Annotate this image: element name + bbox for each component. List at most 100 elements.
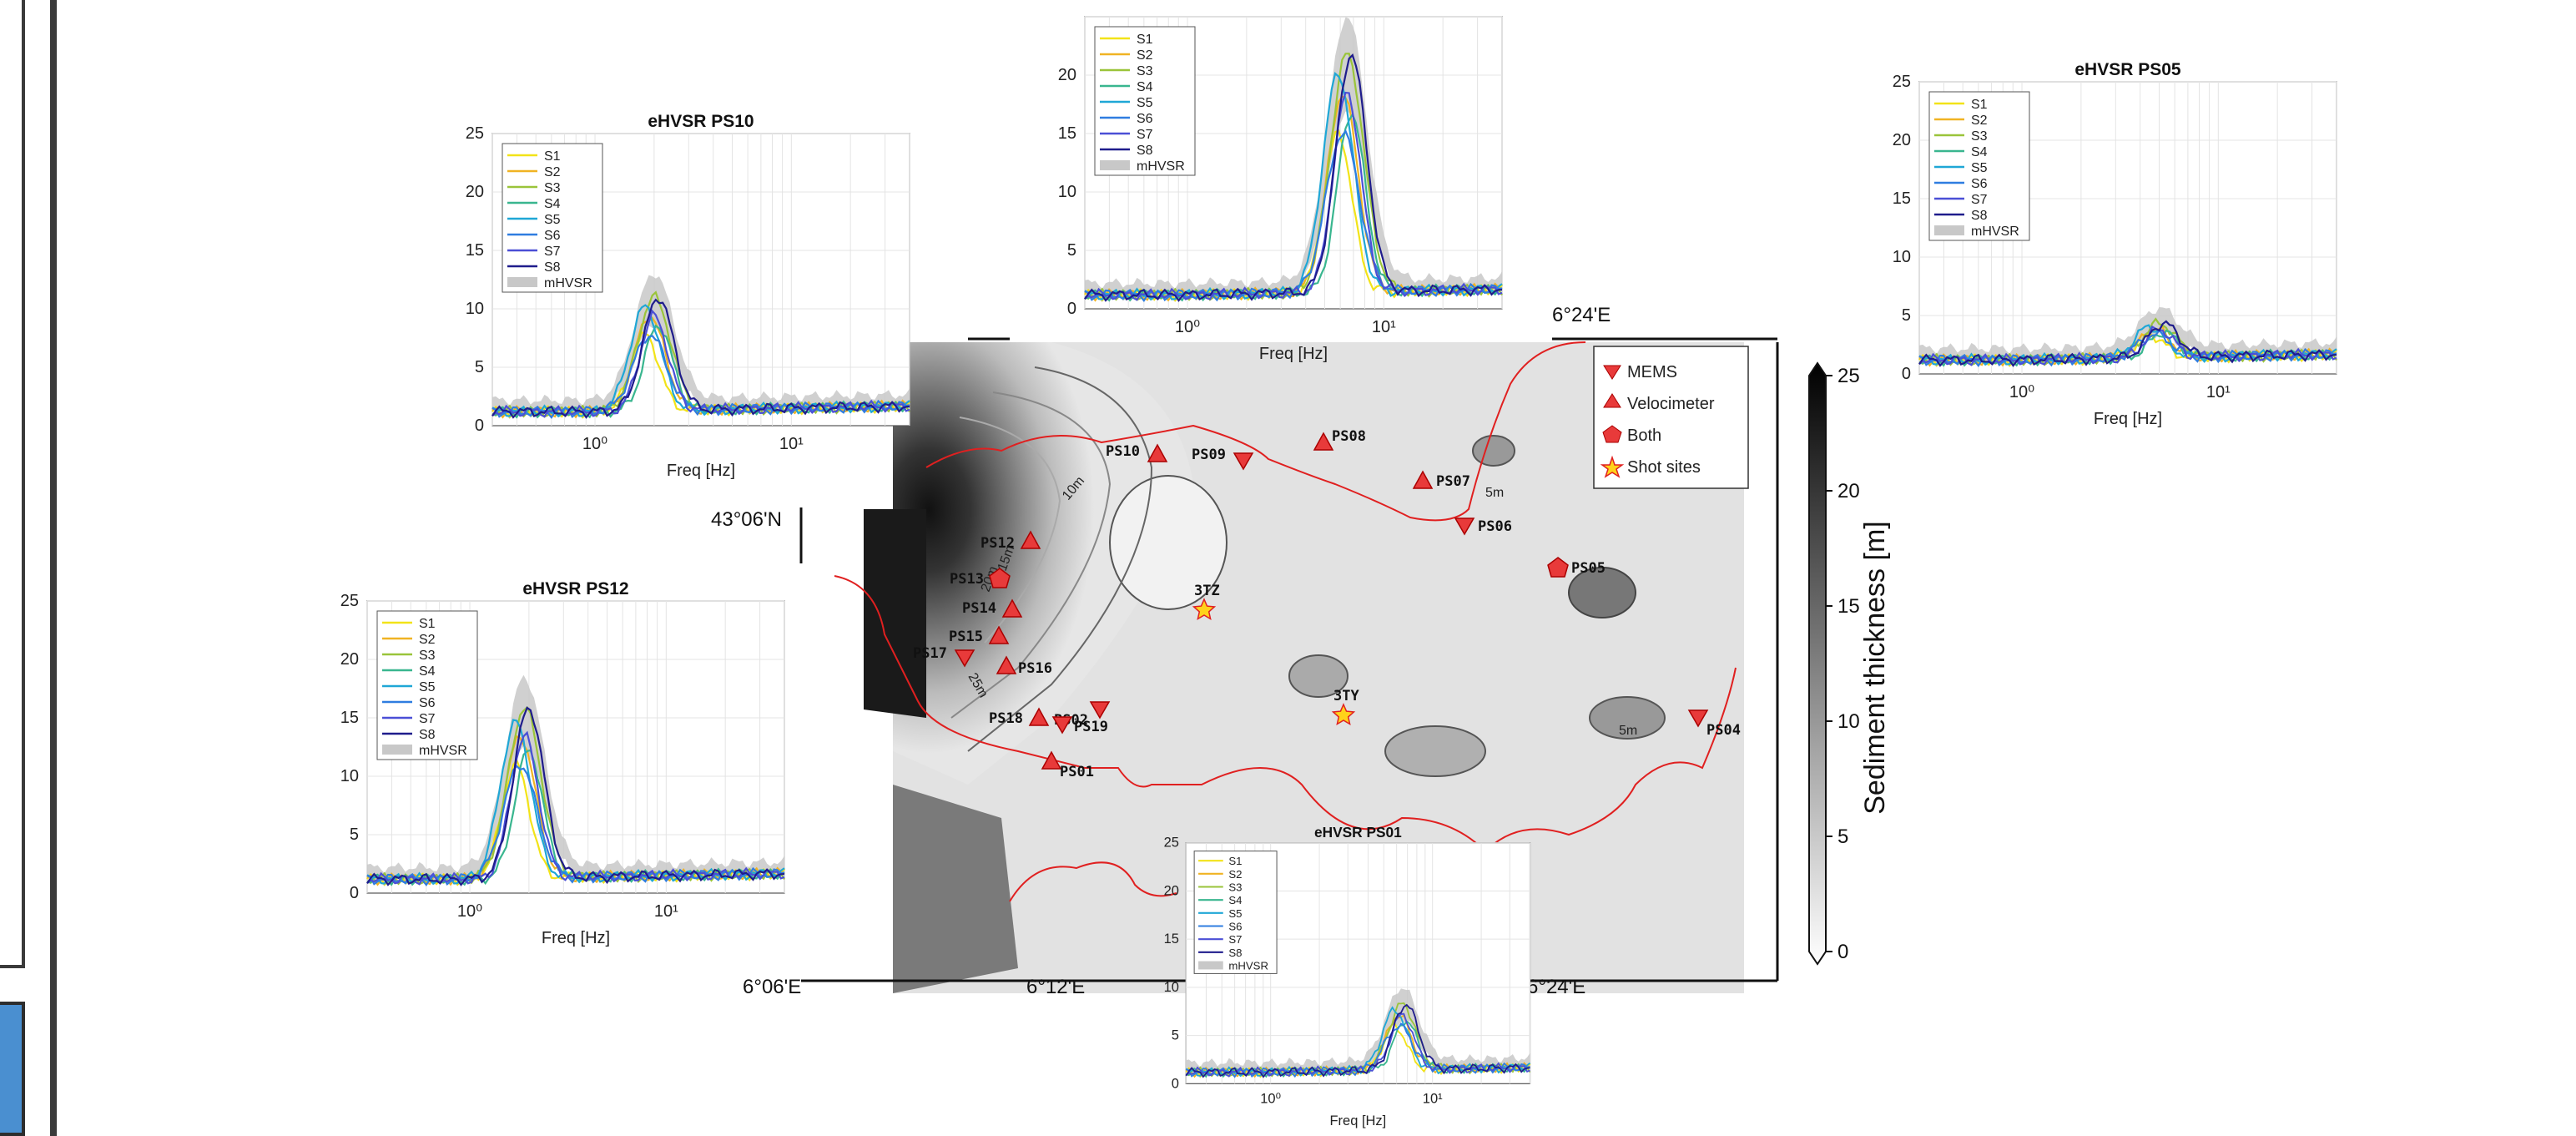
lon-label: 6°12'E	[1026, 976, 1085, 998]
legend-label: S7	[1971, 193, 1988, 207]
contour-line	[950, 391, 1112, 719]
chart-title: eHVSR PS01	[1314, 824, 1402, 841]
station-marker	[1028, 707, 1050, 726]
patch-north	[1472, 435, 1515, 467]
y-tick-label: 5	[350, 825, 359, 844]
left-panel-button[interactable]	[0, 1002, 25, 1136]
y-tick-label: 5	[1067, 241, 1076, 260]
station-marker	[988, 625, 1010, 644]
legend-label: S5	[1137, 96, 1153, 110]
legend-label: S4	[1137, 80, 1153, 94]
legend-label: S4	[1971, 145, 1988, 159]
station-label: PS16	[1018, 660, 1052, 677]
x-axis-label: Freq [Hz]	[667, 462, 735, 480]
x-axis-label: Freq [Hz]	[542, 929, 610, 947]
mhvsr-band	[367, 674, 784, 886]
station-marker	[1687, 709, 1709, 728]
station-label: PS04	[1706, 722, 1741, 739]
map-legend: MEMS Velocimeter Both Shot sites	[1593, 346, 1749, 489]
legend-label: MEMS	[1627, 363, 1677, 381]
y-tick-label: 10	[1164, 980, 1179, 995]
x-axis-label: Freq [Hz]	[1329, 1113, 1386, 1128]
legend-label: S3	[419, 649, 436, 663]
colorbar-label: Sediment thickness [m]	[1859, 521, 1891, 814]
legend-label: S8	[1228, 947, 1242, 959]
series-line	[366, 730, 785, 886]
legend-label: S2	[1228, 868, 1242, 881]
patch-east	[1568, 567, 1636, 618]
legend-label: S3	[1971, 129, 1988, 144]
y-tick-label: 10	[1058, 183, 1076, 201]
y-tick-label: 0	[475, 417, 484, 435]
legend-label: S2	[544, 165, 561, 179]
x-tick-label: 10⁰	[2009, 383, 2034, 401]
lon-label: 6°24'E	[1527, 976, 1585, 998]
y-tick-label: 0	[1067, 300, 1076, 318]
x-tick-label: 10¹	[1423, 1091, 1443, 1106]
station-label: PS13	[950, 571, 984, 588]
x-tick-label: 10¹	[654, 902, 678, 921]
legend-label: S4	[1228, 894, 1242, 906]
chart-title: eHVSR PS12	[522, 579, 628, 598]
station-marker	[1089, 701, 1111, 719]
series-line	[1185, 1012, 1530, 1078]
legend-label: S1	[419, 617, 436, 631]
station-marker	[1233, 452, 1254, 471]
colorbar-tick-label: 15	[1837, 595, 1860, 618]
star-marker-icon	[1600, 455, 1625, 478]
station-marker	[1051, 716, 1073, 735]
colorbar-gradient	[1808, 361, 1827, 966]
coastline	[834, 575, 1737, 853]
station-marker	[1041, 750, 1062, 770]
y-tick-label: 15	[1164, 932, 1179, 947]
colorbar-tick-label: 25	[1837, 365, 1860, 387]
island-patch	[1109, 475, 1228, 610]
coastline-south	[1009, 861, 1177, 902]
station-marker	[1412, 470, 1434, 489]
top-lon-label: 6°24'E	[1552, 304, 1611, 326]
legend-label: mHVSR	[1137, 159, 1185, 174]
y-tick-label: 20	[340, 650, 359, 669]
y-tick-label: 0	[1172, 1076, 1179, 1091]
y-tick-label: 25	[340, 592, 359, 610]
contour-line	[959, 417, 1061, 644]
legend-swatch	[507, 277, 537, 287]
series-line	[492, 298, 910, 419]
station-marker	[989, 568, 1011, 588]
station-label: PS17	[913, 645, 947, 662]
y-tick-label: 5	[1172, 1028, 1179, 1043]
station-marker	[954, 649, 975, 668]
y-tick-label: 10	[340, 767, 359, 785]
lat-label: 43°06'N	[711, 508, 782, 531]
patch-east-2	[1589, 696, 1666, 740]
mems-marker-icon	[1603, 365, 1621, 380]
legend-label: Shot sites	[1627, 458, 1701, 477]
hvsr-chart: 0 5 10 15 20 25 10⁰ 10¹ Freq [Hz] eHVSR PS12 S1 S2 S…	[340, 579, 785, 947]
basin-deep	[864, 509, 926, 718]
y-tick-label: 5	[1902, 306, 1911, 325]
chart-title: eHVSR PS10	[648, 112, 754, 131]
station-label: PS10	[1106, 443, 1140, 460]
legend-label: mHVSR	[544, 276, 592, 290]
lon-label: 6°06'E	[743, 976, 801, 998]
station-marker	[996, 655, 1017, 674]
legend-label: S6	[419, 696, 436, 710]
y-tick-label: 20	[1164, 883, 1179, 898]
colorbar-tick-label: 0	[1837, 941, 1848, 963]
legend-label: mHVSR	[419, 744, 467, 758]
station-label: PS19	[1074, 719, 1108, 735]
legend-label: S5	[1971, 161, 1988, 175]
y-tick-label: 15	[340, 709, 359, 727]
x-tick-label: 10⁰	[1175, 318, 1200, 336]
legend-label: mHVSR	[1971, 225, 2019, 239]
y-tick-label: 25	[466, 124, 484, 143]
legend-label: S3	[544, 181, 561, 195]
chart-title: eHVSR PS05	[2074, 60, 2181, 79]
station-label: PS18	[989, 710, 1023, 727]
y-tick-label: 5	[475, 358, 484, 376]
legend-label: Velocimeter	[1627, 395, 1715, 413]
station-label: PS15	[949, 629, 983, 645]
series-line	[1084, 53, 1503, 302]
